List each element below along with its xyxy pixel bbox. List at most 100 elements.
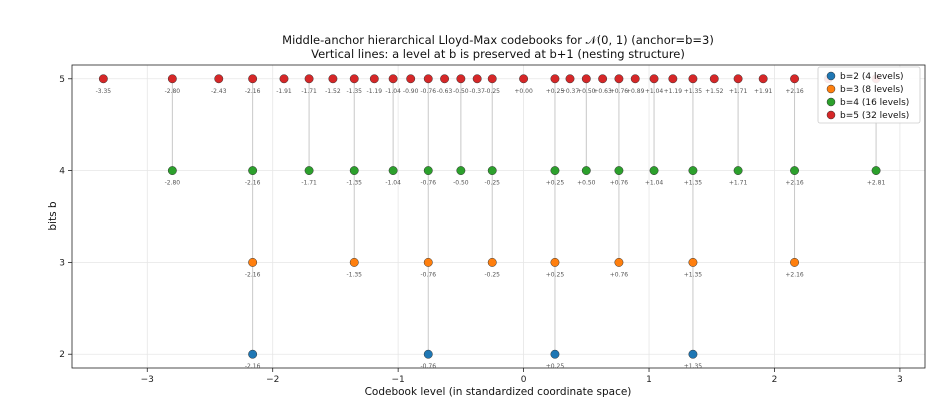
y-tick-label: 5 [59,75,65,85]
data-label: +0.76 [610,271,629,278]
data-point [248,257,258,267]
data-label: +1.71 [729,180,748,187]
data-point [668,74,678,84]
data-label: +2.16 [785,180,804,187]
y-axis-label: bits b [47,201,59,231]
data-point [688,74,698,84]
data-label: +1.04 [645,88,664,95]
data-point [733,74,743,84]
chart-subtitle: Vertical lines: a level at b is preserve… [311,47,685,61]
data-label: +1.35 [684,271,703,278]
data-label: -1.04 [385,88,401,95]
data-point [630,74,640,84]
data-point [565,74,575,84]
data-label: -2.16 [245,88,261,95]
axis-ticks: −3 −2 −1 0 1 2 3 2 3 4 5 [59,75,903,385]
data-point [790,74,799,84]
data-point [349,166,359,176]
data-label: +0.00 [514,88,533,95]
chart-title: Middle-anchor hierarchical Lloyd-Max cod… [282,33,714,47]
data-label: -0.63 [437,88,453,95]
legend-marker [826,84,836,94]
data-point [614,166,624,176]
legend-marker [826,110,836,120]
data-label: +0.63 [593,88,612,95]
data-label: +1.35 [684,88,703,95]
x-tick-label: −2 [266,375,279,385]
data-label: -1.91 [276,88,292,95]
data-label: +1.35 [684,363,703,370]
data-point [758,74,768,84]
legend-label: b=2 (4 levels) [840,72,904,82]
data-label: +0.25 [546,180,565,187]
data-label: +0.76 [610,180,629,187]
data-point [456,166,466,176]
data-label: -1.71 [301,88,317,95]
data-point [440,74,450,84]
data-label: -1.35 [346,271,362,278]
legend: b=2 (4 levels) b=3 (8 levels) b=4 (16 leve… [817,66,921,124]
data-point [688,257,698,267]
x-tick-label: 1 [646,375,652,385]
data-point [167,166,177,176]
data-point [388,74,398,84]
data-label: -2.16 [245,271,261,278]
data-label: -0.76 [420,271,436,278]
legend-box [817,66,921,124]
data-label: -0.50 [453,88,469,95]
data-label: +1.52 [705,88,724,95]
data-label: +1.91 [754,88,773,95]
data-point [790,166,799,176]
data-label: -0.25 [484,271,500,278]
data-label: -2.80 [165,180,181,187]
data-label: +2.16 [785,88,804,95]
data-point [688,349,698,359]
data-labels: -2.16 -0.76 +0.25 +1.35 -2.16 -1.35 -0.76 -0.25… [96,88,886,370]
data-point [349,257,359,267]
data-label: +2.16 [785,271,804,278]
data-point [614,74,624,84]
data-label: +0.89 [626,88,645,95]
data-label: -2.16 [245,180,261,187]
data-label: -0.50 [453,180,469,187]
data-point [649,74,659,84]
data-point [550,74,560,84]
x-tick-label: 2 [772,375,778,385]
data-label: -0.25 [484,88,500,95]
data-label: -1.71 [301,180,317,187]
data-label: -1.35 [346,180,362,187]
data-point [871,166,881,176]
data-label: +0.76 [610,88,629,95]
data-label: +0.25 [546,363,565,370]
data-label: +0.50 [577,180,596,187]
data-point [456,74,466,84]
data-label: -2.43 [211,88,227,95]
data-point [98,74,108,84]
data-label: +0.25 [546,88,565,95]
data-label: +2.81 [867,180,886,187]
data-point [423,257,433,267]
data-label: +1.35 [684,180,703,187]
grid-lines [72,65,925,368]
data-label: +0.37 [561,88,580,95]
data-point [550,349,560,359]
y-tick-label: 3 [59,258,65,268]
data-point [550,257,560,267]
data-point [709,74,719,84]
legend-label: b=3 (8 levels) [840,85,904,95]
data-label: -0.25 [484,180,500,187]
data-point [614,257,624,267]
data-point [423,349,433,359]
data-point [406,74,416,84]
data-point [304,74,314,84]
y-tick-label: 4 [59,167,65,177]
data-label: -1.19 [367,88,383,95]
x-tick-label: 3 [897,375,903,385]
data-label: +1.19 [664,88,683,95]
data-point [487,166,497,176]
data-point [248,74,258,84]
data-label: +1.04 [645,180,664,187]
plot-frame [71,64,926,369]
data-label: -2.16 [245,363,261,370]
